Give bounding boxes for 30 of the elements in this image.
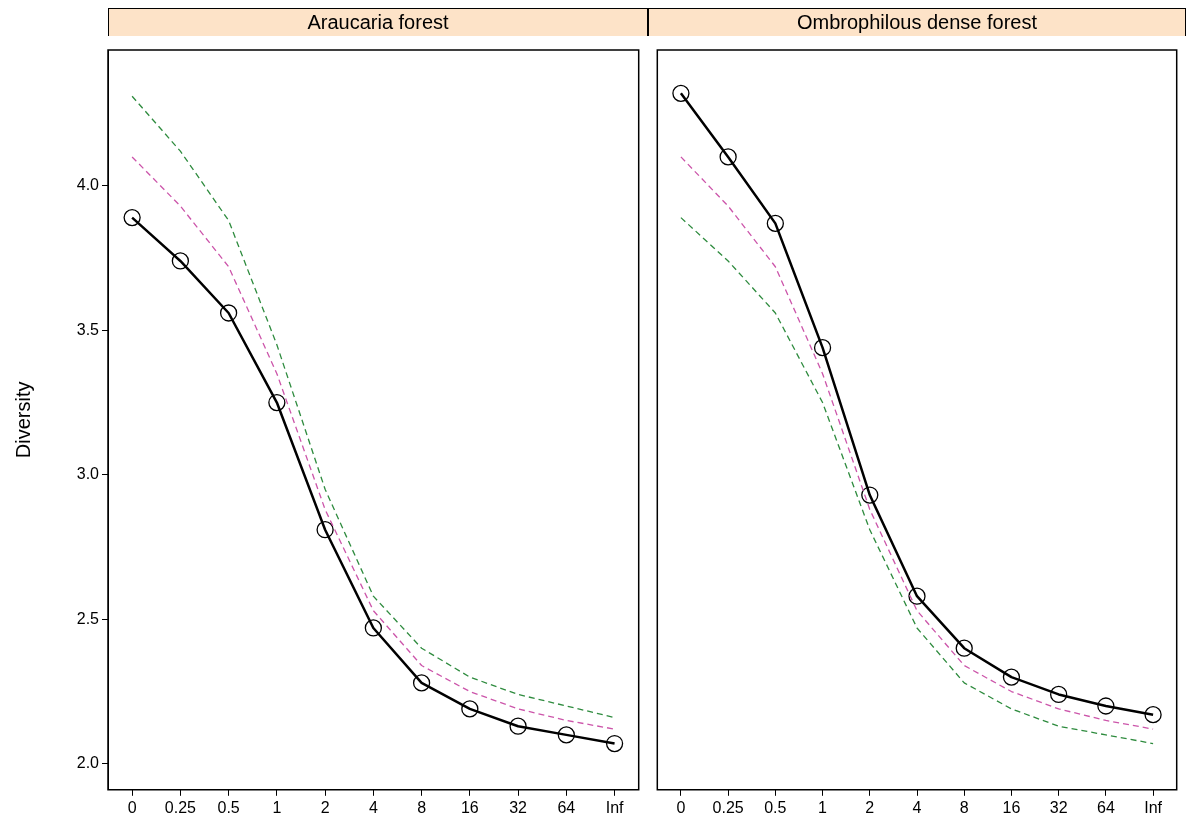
x-tick-label: 64 [557,798,576,816]
x-tick-label: 4 [912,798,922,816]
x-tick-label: 0.5 [764,798,787,816]
y-axis-title: Diversity [11,381,34,459]
x-tick-label: 32 [1049,798,1068,816]
x-tick-label: 32 [509,798,528,816]
x-tick-label: 1 [818,798,828,816]
x-tick-label: 64 [1096,798,1115,816]
y-tick-label: 2.0 [76,754,100,772]
x-tick-label: 0.5 [217,798,240,816]
chart-title: Araucaria forest [108,8,648,36]
y-tick-label: 3.5 [76,320,100,338]
x-tick-label: 0.25 [164,798,197,816]
x-tick-label: 8 [417,798,427,816]
x-tick-label: Inf [1144,798,1163,816]
x-tick-label: 16 [1002,798,1021,816]
x-tick-label: 2 [865,798,875,816]
chart-title: Ombrophilous dense forest [648,8,1186,36]
x-tick-label: 0 [676,798,686,816]
x-tick-label: Inf [605,798,625,816]
x-tick-label: 4 [368,798,378,816]
y-tick-label: 2.5 [76,609,100,627]
x-tick-label: 2 [320,798,330,816]
x-tick-label: 16 [460,798,479,816]
x-tick-label: 8 [959,798,969,816]
y-tick-label: 3.0 [76,465,100,483]
x-tick-label: 0.25 [712,798,744,816]
y-tick-label: 4.0 [76,176,100,194]
x-tick-label: 1 [272,798,282,816]
x-tick-label: 0 [127,798,137,816]
